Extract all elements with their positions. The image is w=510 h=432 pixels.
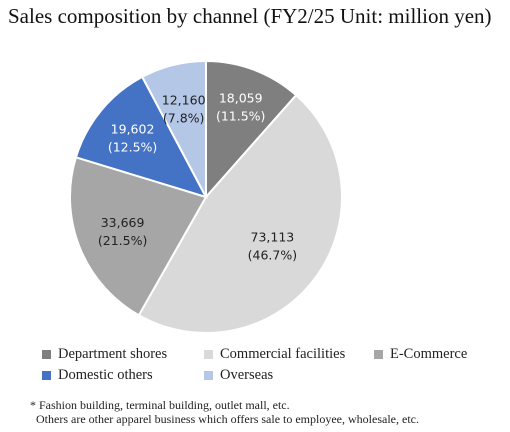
data-label-value: 73,113	[251, 229, 295, 244]
legend-label: Commercial facilities	[220, 346, 346, 362]
data-label-percent: (46.7%)	[248, 247, 297, 262]
legend-swatch	[42, 371, 51, 380]
chart-title: Sales composition by channel (FY2/25 Uni…	[8, 4, 492, 28]
pie-slice-department-shores	[205, 59, 298, 200]
legend-swatch	[374, 350, 383, 359]
legend-label: E-Commerce	[390, 346, 468, 362]
legend-swatch	[42, 350, 51, 359]
legend-swatch	[204, 371, 213, 380]
footnotes: * Fashion building, terminal building, o…	[30, 398, 508, 426]
pie-chart: 18,059 (11.5%) 73,113 (46.7%) 33,669 (21.5%) 1…	[69, 59, 343, 334]
data-label-value: 18,059	[219, 90, 263, 105]
legend-item-e-commerce: E-Commerce	[374, 346, 467, 363]
data-label-percent: (21.5%)	[98, 233, 147, 248]
data-label-value: 19,602	[111, 121, 155, 136]
legend-item-overseas: Overseas	[204, 367, 273, 384]
legend-label: Department shores	[58, 346, 168, 362]
legend-item-department-shores: Department shores	[42, 346, 167, 363]
legend-label: Domestic others	[58, 367, 153, 383]
data-label-percent: (12.5%)	[108, 139, 157, 154]
pie-slice-domestic-others	[74, 75, 209, 199]
data-label-percent: (7.8%)	[163, 110, 205, 125]
pie-slice-commercial-facilities	[137, 93, 343, 334]
pie-slice-e-commerce	[69, 156, 208, 317]
footnote-line: * Fashion building, terminal building, o…	[30, 398, 290, 412]
legend-item-commercial-facilities: Commercial facilities	[204, 346, 345, 363]
footnote-line: Others are other apparel business which …	[36, 412, 419, 426]
pie-slice-overseas	[140, 59, 207, 198]
legend-swatch	[204, 350, 213, 359]
legend-label: Overseas	[220, 367, 274, 383]
data-label-percent: (11.5%)	[216, 108, 265, 123]
data-label-value: 33,669	[101, 215, 145, 230]
data-label-value: 12,160	[162, 92, 206, 107]
legend-item-domestic-others: Domestic others	[42, 367, 153, 384]
